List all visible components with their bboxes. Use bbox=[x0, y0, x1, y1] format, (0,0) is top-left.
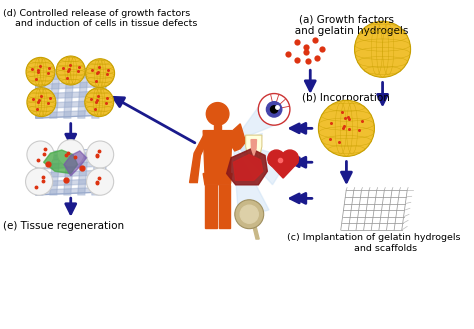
Polygon shape bbox=[78, 71, 88, 118]
Polygon shape bbox=[50, 152, 60, 195]
Circle shape bbox=[271, 106, 278, 113]
Circle shape bbox=[235, 200, 264, 229]
Polygon shape bbox=[233, 134, 263, 164]
Polygon shape bbox=[92, 71, 102, 118]
Polygon shape bbox=[36, 170, 106, 178]
Circle shape bbox=[57, 139, 84, 167]
Circle shape bbox=[319, 100, 374, 156]
Polygon shape bbox=[50, 71, 60, 118]
Circle shape bbox=[26, 57, 55, 86]
Polygon shape bbox=[78, 152, 88, 195]
Circle shape bbox=[282, 150, 299, 167]
Polygon shape bbox=[64, 152, 74, 195]
Polygon shape bbox=[268, 155, 298, 178]
Polygon shape bbox=[190, 133, 210, 183]
Text: (a) Growth factors
   and gelatin hydrogels: (a) Growth factors and gelatin hydrogels bbox=[285, 14, 408, 36]
Circle shape bbox=[56, 56, 85, 85]
Circle shape bbox=[240, 205, 258, 223]
Polygon shape bbox=[233, 96, 286, 142]
Polygon shape bbox=[203, 173, 232, 185]
Circle shape bbox=[27, 141, 54, 168]
Polygon shape bbox=[252, 221, 259, 239]
Polygon shape bbox=[36, 152, 46, 195]
Circle shape bbox=[268, 150, 285, 167]
Polygon shape bbox=[203, 131, 232, 173]
Polygon shape bbox=[36, 100, 106, 109]
Polygon shape bbox=[219, 185, 230, 228]
Polygon shape bbox=[36, 110, 106, 118]
Polygon shape bbox=[64, 151, 87, 176]
Circle shape bbox=[266, 102, 282, 117]
Circle shape bbox=[86, 59, 115, 88]
Circle shape bbox=[258, 93, 290, 125]
Polygon shape bbox=[36, 161, 106, 169]
Polygon shape bbox=[36, 81, 106, 90]
Circle shape bbox=[87, 141, 114, 168]
Circle shape bbox=[26, 168, 53, 195]
Polygon shape bbox=[233, 142, 269, 218]
Circle shape bbox=[206, 103, 229, 125]
Polygon shape bbox=[36, 72, 106, 80]
Polygon shape bbox=[36, 71, 46, 118]
Polygon shape bbox=[44, 150, 78, 173]
Circle shape bbox=[27, 88, 56, 116]
Polygon shape bbox=[36, 153, 106, 161]
Polygon shape bbox=[205, 185, 217, 228]
Polygon shape bbox=[251, 139, 256, 156]
Polygon shape bbox=[36, 91, 106, 99]
Circle shape bbox=[87, 168, 114, 195]
Polygon shape bbox=[233, 155, 263, 180]
Polygon shape bbox=[227, 149, 267, 185]
Text: (e) Tissue regeneration: (e) Tissue regeneration bbox=[3, 221, 124, 231]
Polygon shape bbox=[64, 71, 74, 118]
Text: (b) Incorporation: (b) Incorporation bbox=[302, 93, 391, 103]
Polygon shape bbox=[214, 125, 221, 131]
Text: (d) Controlled release of growth factors
    and induction of cells in tissue de: (d) Controlled release of growth factors… bbox=[3, 9, 197, 28]
Polygon shape bbox=[246, 135, 262, 159]
Polygon shape bbox=[226, 124, 246, 151]
Polygon shape bbox=[92, 152, 102, 195]
Polygon shape bbox=[36, 187, 106, 195]
Circle shape bbox=[85, 88, 114, 116]
Polygon shape bbox=[36, 179, 106, 187]
Polygon shape bbox=[233, 142, 289, 185]
Text: (c) Implantation of gelatin hydrogels
        and scaffolds: (c) Implantation of gelatin hydrogels an… bbox=[287, 233, 460, 253]
Circle shape bbox=[355, 21, 410, 77]
